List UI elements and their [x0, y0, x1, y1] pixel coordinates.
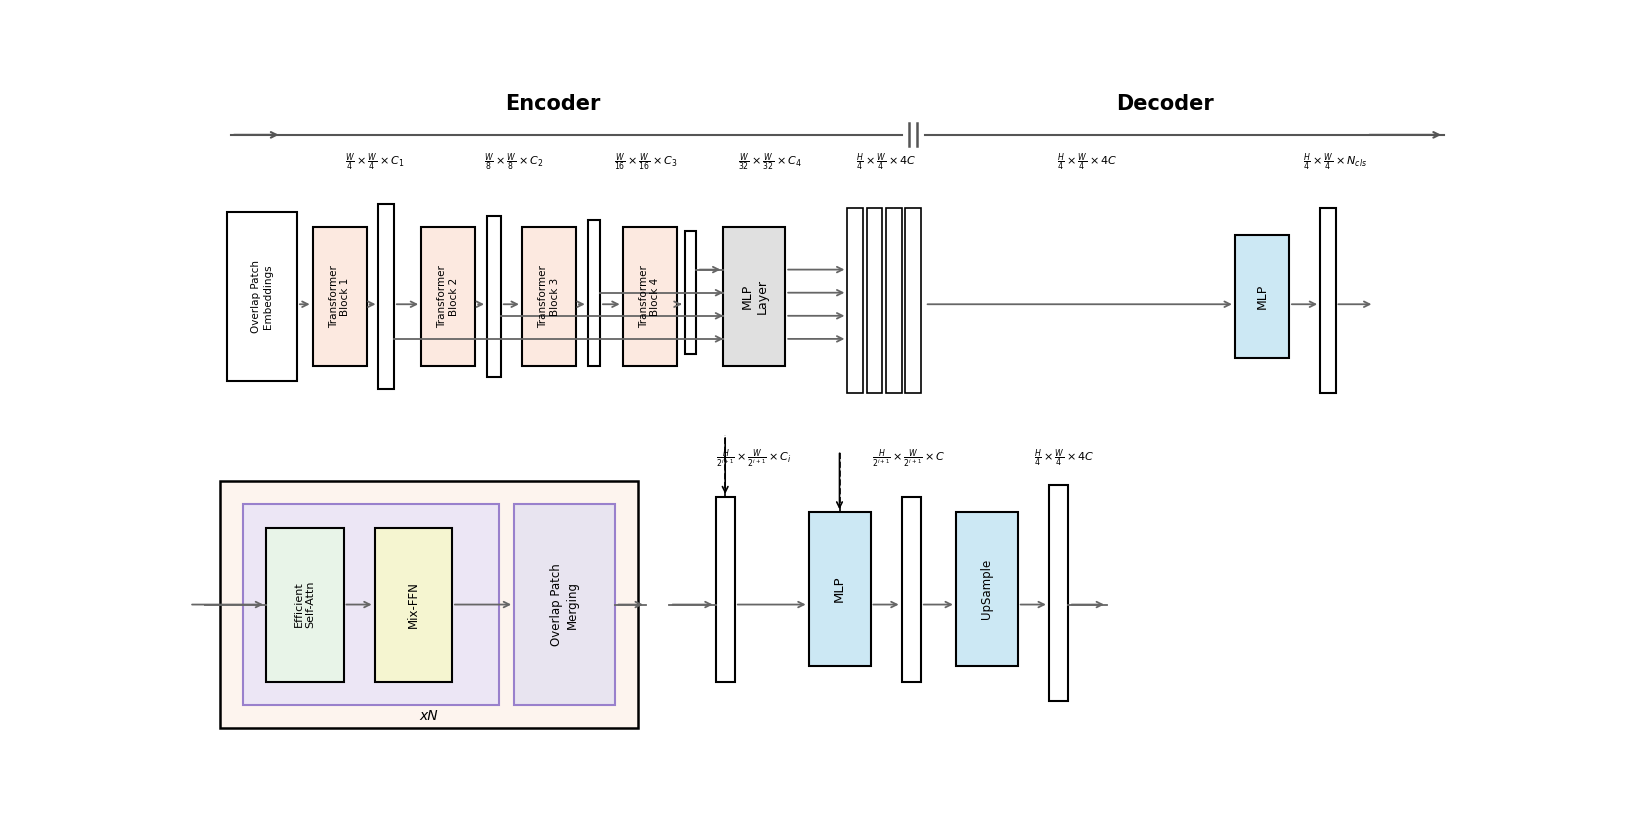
Text: $\frac{W}{8}\times\frac{W}{8}\times C_2$: $\frac{W}{8}\times\frac{W}{8}\times C_2$ — [485, 151, 543, 173]
Bar — [906, 208, 920, 392]
Bar — [622, 227, 677, 366]
Text: Transformer
Block 1: Transformer Block 1 — [328, 266, 351, 328]
Text: $\frac{W}{32}\times\frac{W}{32}\times C_4$: $\frac{W}{32}\times\frac{W}{32}\times C_… — [738, 151, 801, 173]
Text: $\frac{H}{4}\times\frac{W}{4}\times N_{cls}$: $\frac{H}{4}\times\frac{W}{4}\times N_{c… — [1304, 151, 1368, 173]
Bar — [522, 227, 576, 366]
Text: $\frac{H}{4}\times\frac{W}{4}\times 4C$: $\frac{H}{4}\times\frac{W}{4}\times 4C$ — [1058, 151, 1118, 173]
Text: Transformer
Block 4: Transformer Block 4 — [638, 266, 661, 328]
Bar — [421, 227, 475, 366]
Bar — [867, 208, 883, 392]
Text: MLP: MLP — [1255, 284, 1268, 309]
Text: $\frac{W}{4}\times\frac{W}{4}\times C_1$: $\frac{W}{4}\times\frac{W}{4}\times C_1$ — [344, 151, 405, 173]
Bar — [847, 208, 863, 392]
Bar — [219, 481, 638, 728]
Text: xN: xN — [419, 709, 437, 723]
Text: Mix-FFN: Mix-FFN — [406, 581, 419, 628]
Text: Transformer
Block 3: Transformer Block 3 — [539, 266, 560, 328]
Bar — [486, 215, 501, 377]
Bar — [723, 227, 785, 366]
Text: $\frac{H}{2^{i+1}}\times\frac{W}{2^{i+1}}\times C$: $\frac{H}{2^{i+1}}\times\frac{W}{2^{i+1}… — [873, 447, 947, 469]
Bar — [1049, 485, 1067, 701]
Text: Overlap Patch
Embeddings: Overlap Patch Embeddings — [251, 260, 273, 333]
Text: $\frac{H}{4}\times\frac{W}{4}\times 4C$: $\frac{H}{4}\times\frac{W}{4}\times 4C$ — [855, 151, 916, 173]
Bar — [266, 528, 343, 681]
Text: Decoder: Decoder — [1116, 94, 1214, 114]
Bar — [374, 528, 452, 681]
Bar — [312, 227, 367, 366]
Bar — [1320, 208, 1335, 392]
Text: $\frac{W}{16}\times\frac{W}{16}\times C_3$: $\frac{W}{16}\times\frac{W}{16}\times C_… — [614, 151, 677, 173]
Text: MLP
Layer: MLP Layer — [741, 279, 769, 314]
Bar — [684, 231, 697, 354]
Bar — [901, 497, 920, 681]
Text: Transformer
Block 2: Transformer Block 2 — [437, 266, 459, 328]
Bar — [514, 504, 615, 705]
Text: Encoder: Encoder — [504, 94, 601, 114]
Text: $\frac{H}{4}\times\frac{W}{4}\times 4C$: $\frac{H}{4}\times\frac{W}{4}\times 4C$ — [1035, 448, 1095, 469]
Bar — [956, 512, 1018, 666]
Text: UpSample: UpSample — [981, 559, 994, 620]
Bar — [1235, 235, 1289, 358]
Bar — [715, 497, 734, 681]
Bar — [886, 208, 901, 392]
Text: $\frac{H}{2^{i+1}}\times\frac{W}{2^{i+1}}\times C_i$: $\frac{H}{2^{i+1}}\times\frac{W}{2^{i+1}… — [716, 447, 792, 469]
Bar — [808, 512, 870, 666]
Bar — [243, 504, 498, 705]
Text: Efficient
Self-Attn: Efficient Self-Attn — [294, 581, 315, 628]
Text: Overlap Patch
Merging: Overlap Patch Merging — [550, 563, 578, 646]
Bar — [588, 220, 601, 366]
Bar — [227, 212, 297, 382]
Bar — [379, 204, 393, 389]
Text: MLP: MLP — [832, 576, 845, 603]
